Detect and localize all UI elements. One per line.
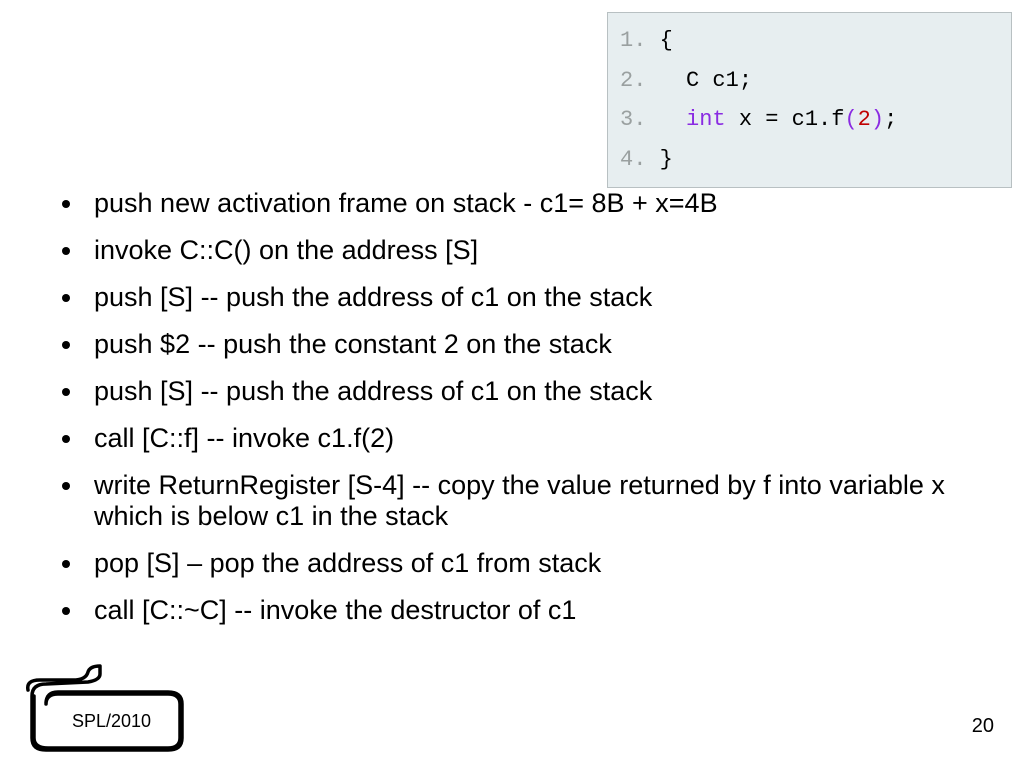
code-token: C c1; [646,68,752,93]
code-token: int [686,107,726,132]
code-token: ) [871,107,884,132]
code-token: 2 [858,107,871,132]
folder-icon [18,660,188,760]
line-number: 1. [620,28,646,53]
code-token: } [646,147,672,172]
code-token: x = c1.f [726,107,845,132]
line-number: 3. [620,107,646,132]
bullet-item: invoke C::C() on the address [S] [62,235,982,266]
code-line: 1. { [620,21,999,61]
bullet-item: push new activation frame on stack - c1=… [62,188,982,219]
bullet-item: pop [S] – pop the address of c1 from sta… [62,548,982,579]
line-number: 2. [620,68,646,93]
line-number: 4. [620,147,646,172]
page-number: 20 [972,715,994,738]
footer-label: SPL/2010 [72,711,151,732]
bullet-list: push new activation frame on stack - c1=… [62,188,982,642]
code-token: ; [884,107,897,132]
code-line: 2. C c1; [620,61,999,101]
bullet-item: write ReturnRegister [S-4] -- copy the v… [62,470,982,532]
code-line: 4. } [620,140,999,180]
bullet-item: push $2 -- push the constant 2 on the st… [62,329,982,360]
code-token [646,107,686,132]
bullet-item: call [C::~C] -- invoke the destructor of… [62,595,982,626]
code-token: { [646,28,672,53]
code-line: 3. int x = c1.f(2); [620,100,999,140]
bullet-item: push [S] -- push the address of c1 on th… [62,282,982,313]
code-token: ( [844,107,857,132]
code-snippet-box: 1. {2. C c1;3. int x = c1.f(2);4. } [607,12,1012,188]
bullet-item: call [C::f] -- invoke c1.f(2) [62,423,982,454]
bullet-item: push [S] -- push the address of c1 on th… [62,376,982,407]
